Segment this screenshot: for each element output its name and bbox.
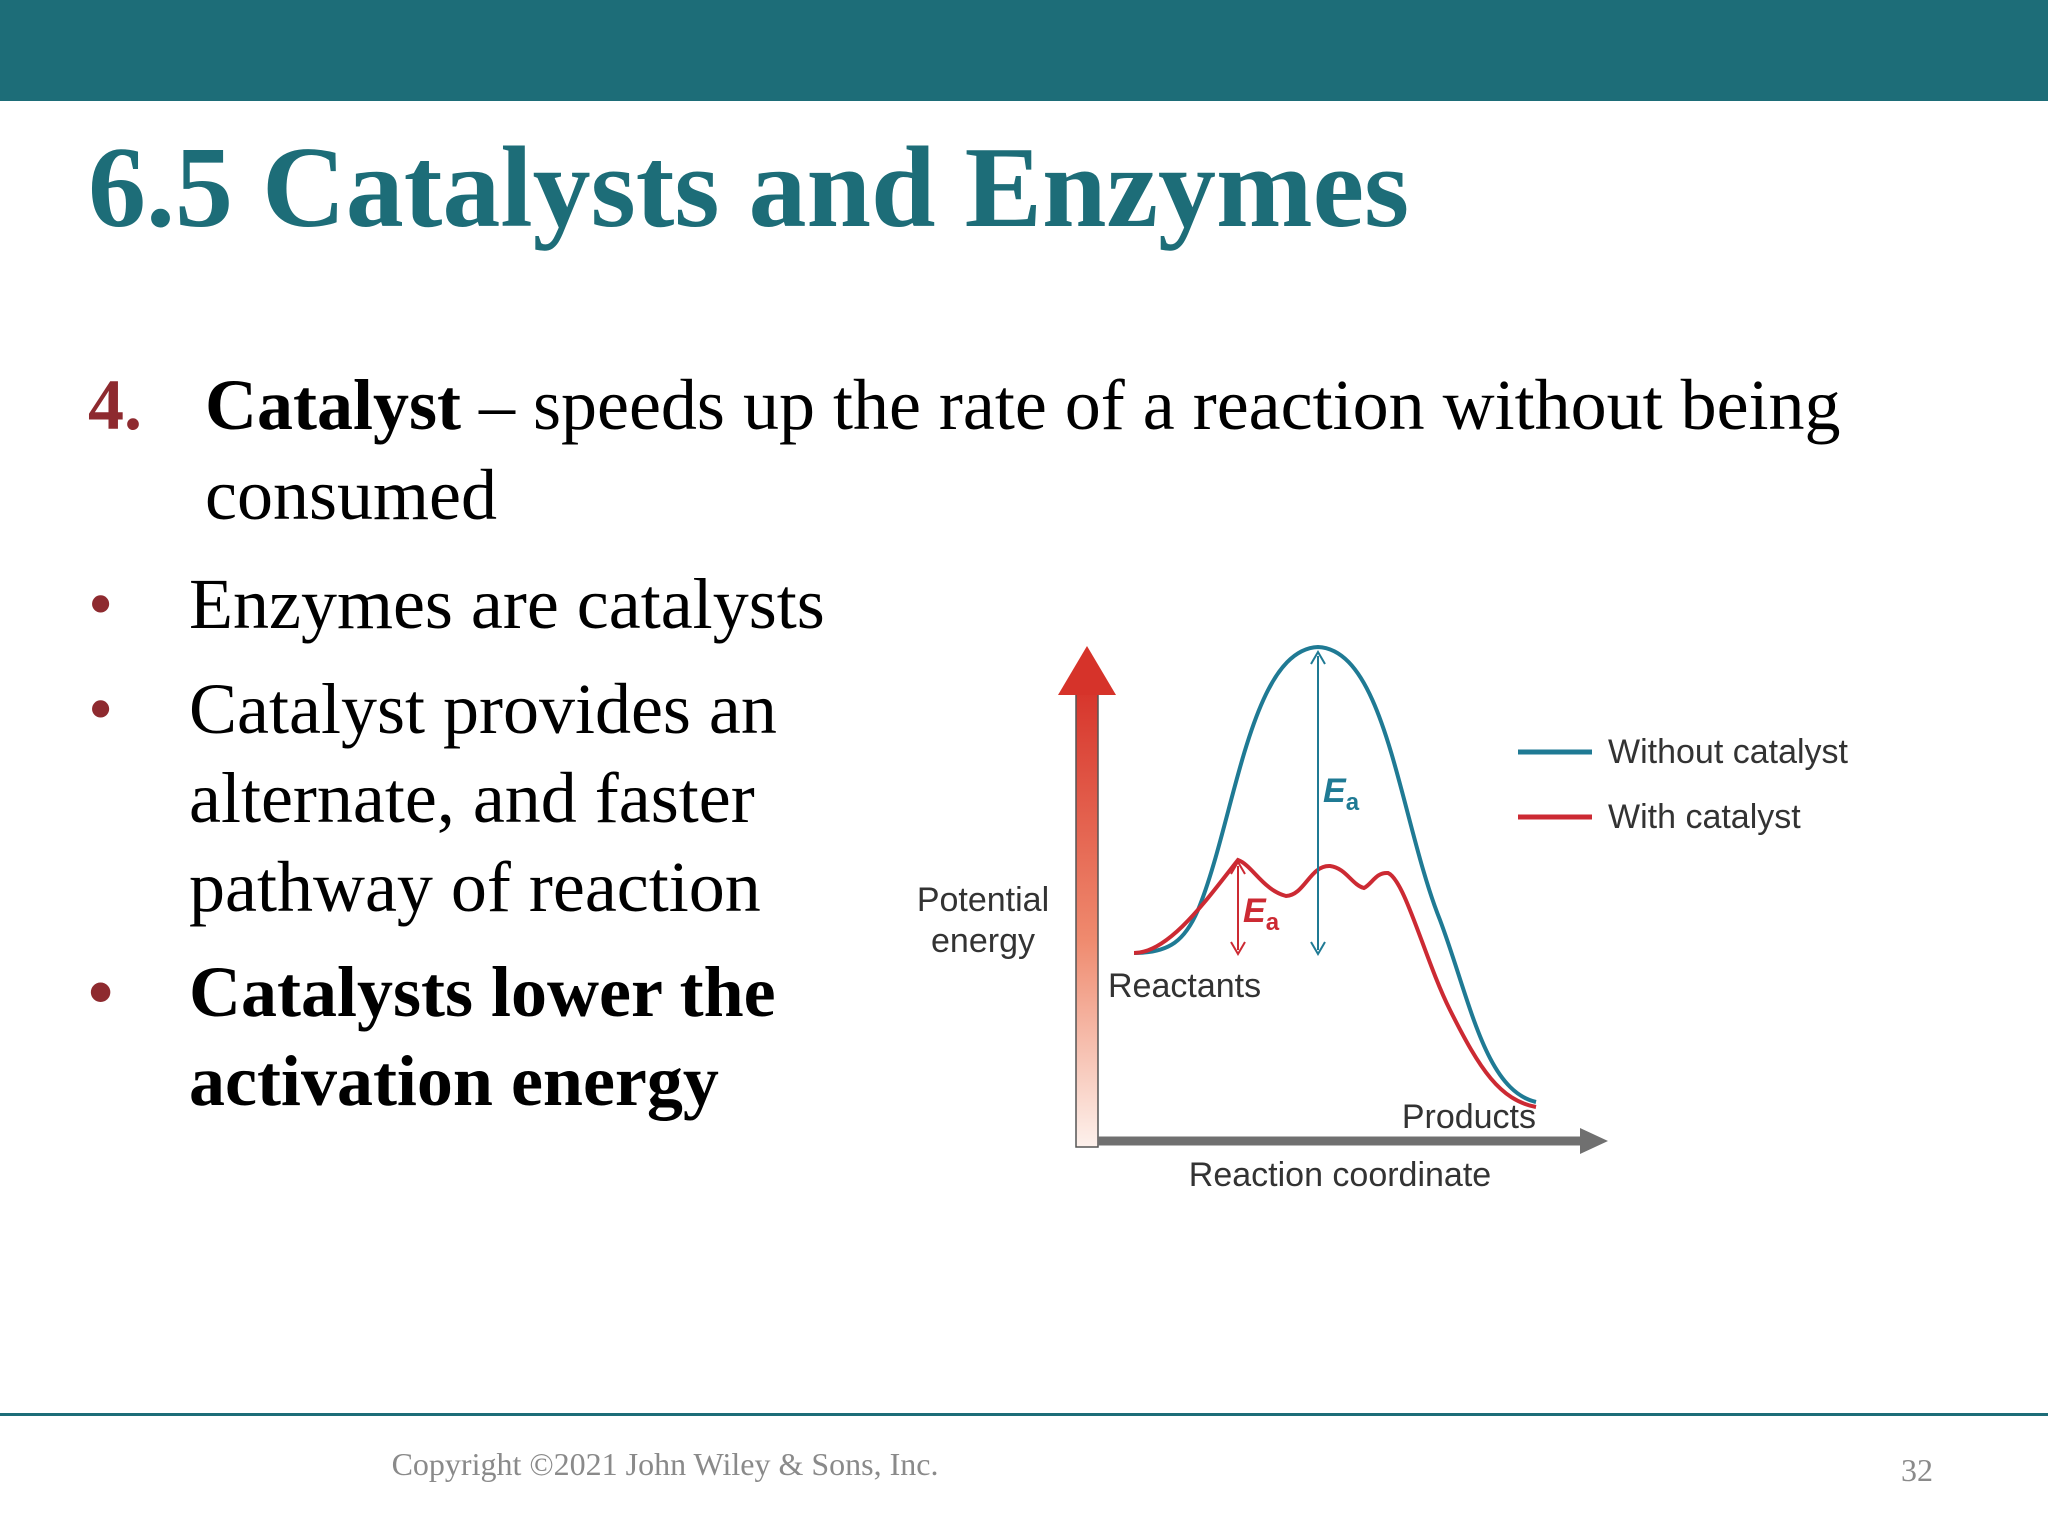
legend-label-with: With catalyst xyxy=(1608,798,1801,836)
y-axis-label-line2: energy xyxy=(931,922,1035,960)
ea-symbol: E xyxy=(1243,892,1267,930)
ea-label-without: Ea xyxy=(1323,772,1360,816)
with-catalyst-curve xyxy=(1133,857,1537,1109)
bullet-text: Catalysts lower the activation energy xyxy=(189,952,776,1121)
ea-arrowhead-with-top xyxy=(1230,860,1246,875)
copyright-text: Copyright ©2021 John Wiley & Sons, Inc. xyxy=(391,1446,939,1482)
x-axis-arrowhead xyxy=(1580,1128,1608,1154)
bullet-list: • Enzymes are catalysts • Catalyst provi… xyxy=(88,560,908,1142)
top-banner xyxy=(0,0,2048,101)
reactants-label: Reactants xyxy=(1108,967,1261,1005)
bullet-icon: • xyxy=(88,669,114,749)
point-number: 4. xyxy=(88,365,142,445)
ea-arrowhead-with-bottom xyxy=(1230,941,1246,956)
y-axis-label-line1: Potential xyxy=(917,881,1049,919)
point-term: Catalyst xyxy=(205,365,461,445)
y-axis-bar xyxy=(1075,684,1099,1148)
ea-symbol: E xyxy=(1323,772,1347,810)
bullet-item: • Catalyst provides an alternate, and fa… xyxy=(88,665,908,932)
bullet-text: Enzymes are catalysts xyxy=(189,564,825,644)
bullet-text: Catalyst provides an alternate, and fast… xyxy=(189,669,777,927)
slide-title: 6.5 Catalysts and Enzymes xyxy=(88,124,1410,252)
ea-subscript: a xyxy=(1266,909,1280,936)
products-label: Products xyxy=(1402,1098,1536,1136)
bullet-icon: • xyxy=(88,952,114,1032)
bullet-item: • Enzymes are catalysts xyxy=(88,560,908,649)
ea-arrowhead-bottom xyxy=(1310,941,1326,956)
y-axis-arrowhead xyxy=(1058,646,1116,695)
x-axis-label: Reaction coordinate xyxy=(1189,1156,1491,1194)
point-definition: – speeds up the rate of a reaction witho… xyxy=(205,365,1841,535)
ea-subscript: a xyxy=(1346,789,1360,816)
footer-divider xyxy=(0,1413,2048,1416)
point-text: Catalyst – speeds up the rate of a react… xyxy=(205,360,1985,540)
legend-label-without: Without catalyst xyxy=(1608,733,1849,771)
ea-arrowhead-top xyxy=(1310,650,1326,665)
bullet-item: • Catalysts lower the activation energy xyxy=(88,948,908,1126)
without-catalyst-curve xyxy=(1133,644,1537,1104)
ea-label-with: Ea xyxy=(1243,892,1280,936)
bullet-icon: • xyxy=(88,564,114,644)
page-number: 32 xyxy=(1901,1452,1933,1488)
energy-diagram: Ea Ea Potential energy Reactants Product… xyxy=(917,644,1849,1194)
